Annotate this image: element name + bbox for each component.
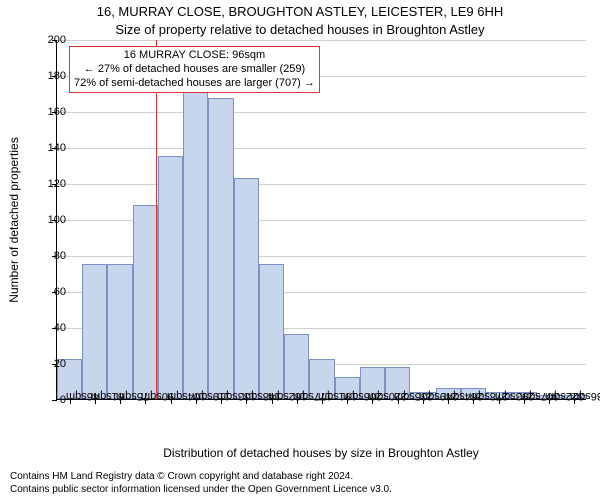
chart-title-line1: 16, MURRAY CLOSE, BROUGHTON ASTLEY, LEIC… (0, 4, 600, 19)
y-tick-label: 60 (26, 286, 66, 298)
y-tick-label: 40 (26, 322, 66, 334)
gridline (57, 112, 586, 113)
x-axis-label: Distribution of detached houses by size … (56, 446, 586, 460)
y-tick-label: 200 (26, 34, 66, 46)
plot-area: 16 MURRAY CLOSE: 96sqm ← 27% of detached… (56, 40, 586, 400)
histogram-bar (133, 205, 158, 399)
gridline (57, 40, 586, 41)
y-tick-label: 120 (26, 178, 66, 190)
y-tick-label: 180 (26, 70, 66, 82)
histogram-bar (234, 178, 259, 399)
property-marker-line (156, 40, 157, 399)
y-tick-label: 80 (26, 250, 66, 262)
gridline (57, 148, 586, 149)
annotation-line3: 72% of semi-detached houses are larger (… (74, 77, 315, 91)
chart-container: 16, MURRAY CLOSE, BROUGHTON ASTLEY, LEIC… (0, 0, 600, 500)
histogram-bar (208, 98, 233, 399)
histogram-bar (107, 264, 132, 399)
gridline (57, 184, 586, 185)
y-axis-label: Number of detached properties (7, 137, 21, 302)
chart-title-line2: Size of property relative to detached ho… (0, 22, 600, 37)
annotation-line1: 16 MURRAY CLOSE: 96sqm (74, 49, 315, 63)
histogram-bar (259, 264, 284, 399)
footer-line1: Contains HM Land Registry data © Crown c… (10, 471, 392, 484)
histogram-bar (158, 156, 183, 399)
annotation-box: 16 MURRAY CLOSE: 96sqm ← 27% of detached… (69, 46, 320, 93)
y-tick-label: 100 (26, 214, 66, 226)
footer-attribution: Contains HM Land Registry data © Crown c… (10, 471, 392, 496)
histogram-bar (82, 264, 107, 399)
y-tick-label: 20 (26, 358, 66, 370)
histogram-bar (183, 75, 208, 399)
y-tick-label: 140 (26, 142, 66, 154)
footer-line2: Contains public sector information licen… (10, 484, 392, 497)
y-tick-label: 0 (26, 394, 66, 406)
y-tick-label: 160 (26, 106, 66, 118)
annotation-line2: ← 27% of detached houses are smaller (25… (74, 63, 315, 77)
